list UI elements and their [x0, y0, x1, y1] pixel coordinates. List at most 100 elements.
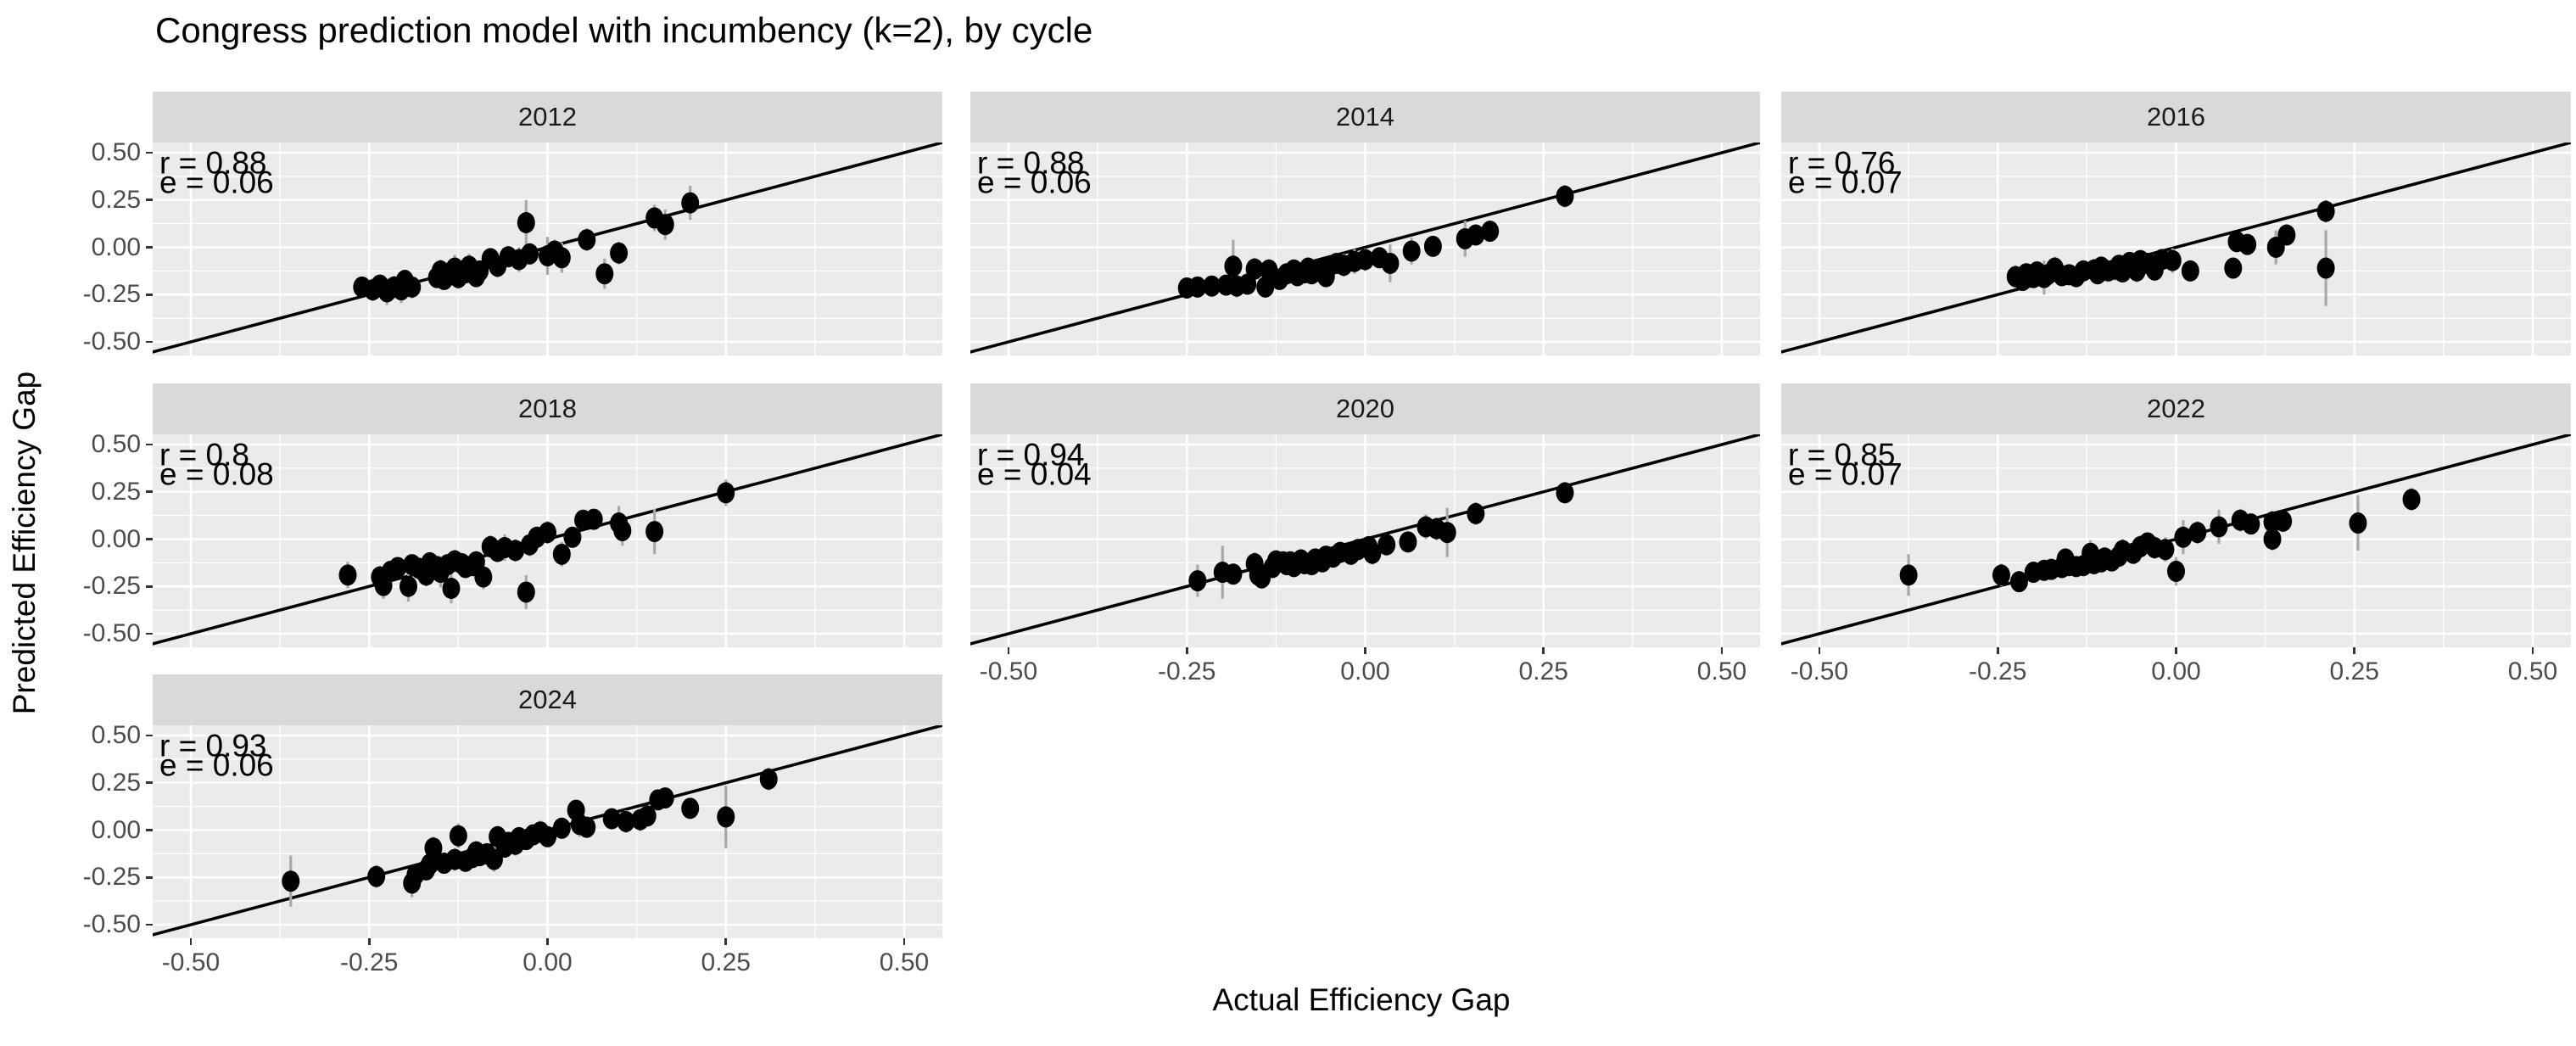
data-point — [602, 808, 621, 830]
x-axis-title: Actual Efficiency Gap — [1212, 982, 1511, 1017]
data-point — [1992, 564, 2010, 586]
data-point — [474, 566, 493, 588]
y-tick-label: 0.50 — [91, 137, 141, 166]
annotation-e-value: e = 0.06 — [159, 165, 274, 199]
y-tick-mark — [146, 293, 153, 296]
plot-area-2020: r = 0.94e = 0.04 — [970, 434, 1760, 647]
facet-strip-2012: 2012 — [153, 92, 942, 143]
y-tick-label: 0.00 — [91, 524, 141, 553]
data-point — [367, 865, 386, 887]
x-tick-mark — [367, 938, 371, 945]
annotation-e-value: e = 0.06 — [977, 165, 1092, 199]
data-point — [2316, 200, 2335, 222]
identity-reference-line — [1781, 143, 2571, 354]
annotation-r-value: r = 0.88 — [159, 146, 267, 181]
data-point — [552, 247, 571, 269]
facet-strip-2016: 2016 — [1781, 92, 2571, 143]
y-tick-mark — [146, 340, 153, 344]
x-tick-mark — [2353, 647, 2356, 654]
x-tick-mark — [1720, 647, 1724, 654]
x-tick-mark — [1996, 647, 1999, 654]
x-tick-mark — [1542, 647, 1545, 654]
y-tick-mark — [146, 585, 153, 588]
data-point — [1224, 563, 1243, 585]
data-point — [449, 825, 467, 847]
annotation-r-value: r = 0.8 — [159, 438, 249, 473]
annotation-e-value: e = 0.08 — [159, 456, 274, 491]
data-point — [2349, 512, 2367, 534]
data-point — [617, 810, 635, 832]
data-point — [442, 577, 461, 599]
annotation-r-value: r = 0.88 — [977, 146, 1085, 181]
data-point — [638, 805, 657, 827]
facet-strip-2020: 2020 — [970, 383, 1760, 434]
data-point — [2242, 513, 2260, 535]
data-point — [681, 797, 700, 819]
data-point — [539, 825, 556, 847]
data-point — [2163, 249, 2182, 271]
y-tick-label: -0.25 — [82, 572, 141, 601]
data-point — [1899, 564, 1918, 586]
x-tick-mark — [1007, 647, 1010, 654]
annotation-e-value: e = 0.07 — [1788, 456, 1903, 491]
data-point — [2174, 526, 2193, 548]
annotation-e-value: e = 0.04 — [977, 456, 1092, 491]
data-point — [1556, 482, 1574, 504]
y-tick-mark — [146, 734, 153, 737]
plot-area-2018: r = 0.8e = 0.08 — [153, 434, 942, 647]
data-point — [2167, 560, 2185, 582]
data-point — [613, 519, 632, 541]
data-point — [1256, 276, 1275, 298]
y-tick-label: -0.50 — [82, 327, 141, 355]
y-tick-mark — [146, 538, 153, 540]
data-point — [2156, 539, 2175, 561]
data-point — [552, 817, 571, 839]
annotation-e-value: e = 0.07 — [1788, 165, 1903, 199]
annotation-r-value: r = 0.85 — [1788, 438, 1896, 473]
data-point — [1377, 534, 1396, 556]
x-tick-label: 0.25 — [2329, 657, 2379, 685]
data-point — [759, 768, 778, 790]
y-tick-mark — [146, 443, 153, 446]
data-point — [1188, 570, 1207, 592]
y-tick-mark — [146, 490, 153, 494]
annotation-e-value: e = 0.06 — [159, 747, 274, 782]
y-tick-label: 0.50 — [91, 429, 141, 458]
x-tick-label: 0.25 — [701, 948, 751, 976]
data-point — [1363, 542, 1382, 564]
y-tick-label: 0.25 — [91, 477, 141, 506]
data-point — [578, 229, 596, 251]
x-tick-mark — [902, 938, 906, 945]
y-tick-label: -0.25 — [82, 280, 141, 309]
y-tick-label: 0.00 — [91, 815, 141, 844]
data-point — [506, 540, 525, 562]
data-point — [595, 263, 614, 285]
data-point — [1556, 185, 1574, 207]
x-tick-mark — [546, 938, 549, 945]
y-tick-mark — [146, 199, 153, 202]
data-point — [1423, 235, 1442, 257]
y-axis-title: Predicted Efficiency Gap — [7, 371, 42, 715]
data-point — [1188, 276, 1207, 298]
data-point — [1399, 531, 1417, 553]
facet-strip-2014: 2014 — [970, 92, 1760, 143]
x-tick-mark — [1185, 647, 1188, 654]
x-tick-label: 0.50 — [879, 948, 930, 976]
data-point — [338, 564, 357, 586]
data-point — [2009, 571, 2028, 593]
y-tick-mark — [146, 151, 153, 154]
x-tick-label: -0.50 — [161, 948, 221, 976]
y-tick-mark — [146, 829, 153, 831]
x-tick-label: -0.50 — [1790, 657, 1849, 685]
x-tick-label: 0.50 — [2507, 657, 2558, 685]
y-tick-mark — [146, 246, 153, 249]
data-point — [2402, 489, 2421, 511]
data-point — [517, 581, 535, 603]
data-point — [610, 242, 629, 264]
annotation-r-value: r = 0.93 — [159, 729, 267, 764]
data-point — [1467, 224, 1485, 246]
data-point — [1356, 249, 1374, 271]
data-point — [403, 276, 422, 298]
plot-area-2022: r = 0.85e = 0.07 — [1781, 434, 2571, 647]
